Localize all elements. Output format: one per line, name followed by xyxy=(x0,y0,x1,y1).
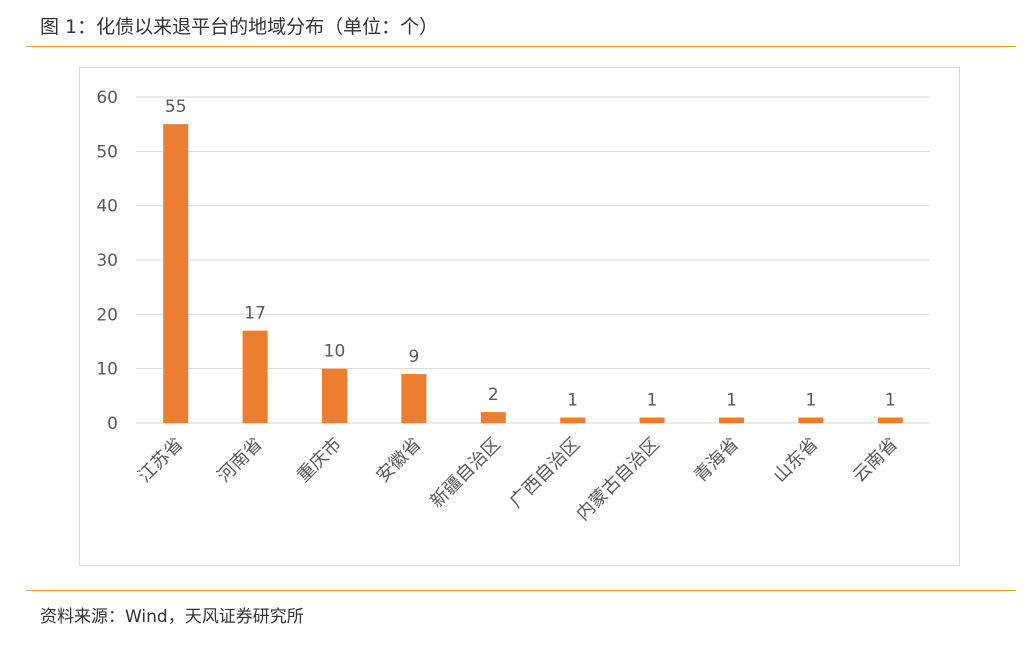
bar-江苏省 xyxy=(163,124,189,424)
data-label: 17 xyxy=(244,304,266,324)
data-label: 1 xyxy=(726,391,737,411)
y-tick-label: 20 xyxy=(96,305,118,325)
bar-新疆自治区 xyxy=(480,412,506,423)
x-tick-label: 青海省 xyxy=(690,434,743,487)
x-tick-label: 云南省 xyxy=(849,434,902,487)
x-tick-label: 新疆自治区 xyxy=(426,434,504,512)
data-label: 55 xyxy=(165,97,187,117)
x-tick-label: 广西自治区 xyxy=(506,434,584,512)
bar-内蒙古自治区 xyxy=(639,417,665,423)
bar-安徽省 xyxy=(401,374,427,423)
gridlines xyxy=(136,96,930,424)
data-label: 1 xyxy=(647,391,658,411)
data-labels: 55 17 10 9 2 1 1 1 1 1 xyxy=(165,97,896,410)
y-tick-label: 40 xyxy=(96,197,118,217)
y-tick-label: 30 xyxy=(96,251,118,271)
bottom-divider xyxy=(26,590,1016,591)
y-axis-tick-labels: 0 10 20 30 40 50 60 xyxy=(96,88,118,434)
top-divider xyxy=(26,46,1016,47)
bar-重庆市 xyxy=(322,368,347,423)
source-note: 资料来源：Wind，天风证券研究所 xyxy=(40,607,304,627)
data-label: 2 xyxy=(488,385,499,405)
chart-frame xyxy=(79,67,960,566)
bar-山东省 xyxy=(798,417,824,423)
data-label: 1 xyxy=(567,391,578,411)
y-tick-label: 50 xyxy=(96,142,118,162)
bar-云南省 xyxy=(877,417,903,423)
bar-广西自治区 xyxy=(560,417,586,423)
data-label: 10 xyxy=(324,342,346,362)
x-tick-label: 河南省 xyxy=(214,434,267,487)
figure-title: 图 1：化债以来退平台的地域分布（单位：个） xyxy=(40,16,439,38)
bar-河南省 xyxy=(242,330,268,423)
x-tick-label: 重庆市 xyxy=(293,434,346,487)
bar-青海省 xyxy=(719,417,744,423)
x-tick-label: 内蒙古自治区 xyxy=(572,434,663,525)
y-tick-label: 60 xyxy=(96,88,118,108)
x-tick-label: 江苏省 xyxy=(134,434,187,487)
y-tick-label: 0 xyxy=(107,414,118,434)
data-label: 9 xyxy=(408,347,419,367)
bars xyxy=(163,124,903,424)
x-tick-label: 山东省 xyxy=(769,434,822,487)
data-label: 1 xyxy=(805,391,816,411)
y-tick-label: 10 xyxy=(96,360,118,380)
data-label: 1 xyxy=(885,391,896,411)
x-tick-label: 安徽省 xyxy=(372,434,425,487)
